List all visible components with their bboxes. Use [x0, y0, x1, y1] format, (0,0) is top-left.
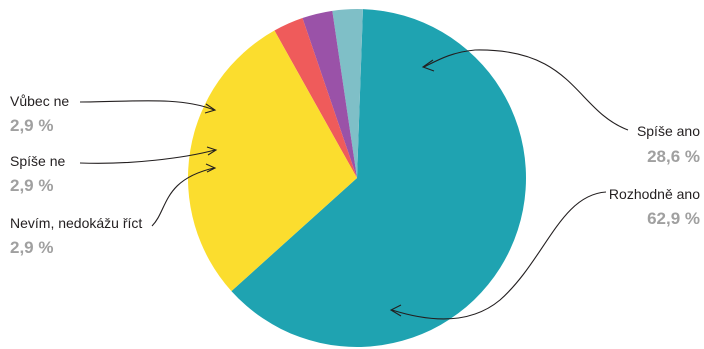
- value-spise-ne: 2,9 %: [10, 176, 53, 195]
- label-nevim: Nevím, nedokážu říct: [10, 215, 142, 231]
- pie-slices: [188, 8, 527, 347]
- arrow-nevim: [151, 163, 217, 227]
- label-vubec-ne: Vůbec ne: [10, 93, 69, 109]
- arrow-spise-ano: [421, 49, 629, 131]
- label-rozhodne-ano: Rozhodně ano: [609, 186, 700, 202]
- value-nevim: 2,9 %: [10, 238, 53, 257]
- value-vubec-ne: 2,9 %: [10, 116, 53, 135]
- pie-slice-nev-m-nedok-u-ct: [332, 8, 363, 178]
- label-spise-ne: Spíše ne: [10, 153, 65, 169]
- label-spise-ano: Spíše ano: [637, 123, 700, 139]
- pie-slice-v-bec-ne: [274, 18, 357, 178]
- value-rozhodne-ano: 62,9 %: [647, 209, 700, 228]
- arrow-vubec-ne: [79, 100, 217, 114]
- pie-slice-rozhodn-ano: [231, 9, 527, 347]
- pie-slice-sp-e-ne: [302, 10, 357, 178]
- value-spise-ano: 28,6 %: [647, 147, 700, 166]
- arrow-spise-ne: [79, 146, 218, 164]
- pie-slice-sp-e-ano: [188, 30, 357, 292]
- arrow-rozhodne-ano: [389, 191, 607, 320]
